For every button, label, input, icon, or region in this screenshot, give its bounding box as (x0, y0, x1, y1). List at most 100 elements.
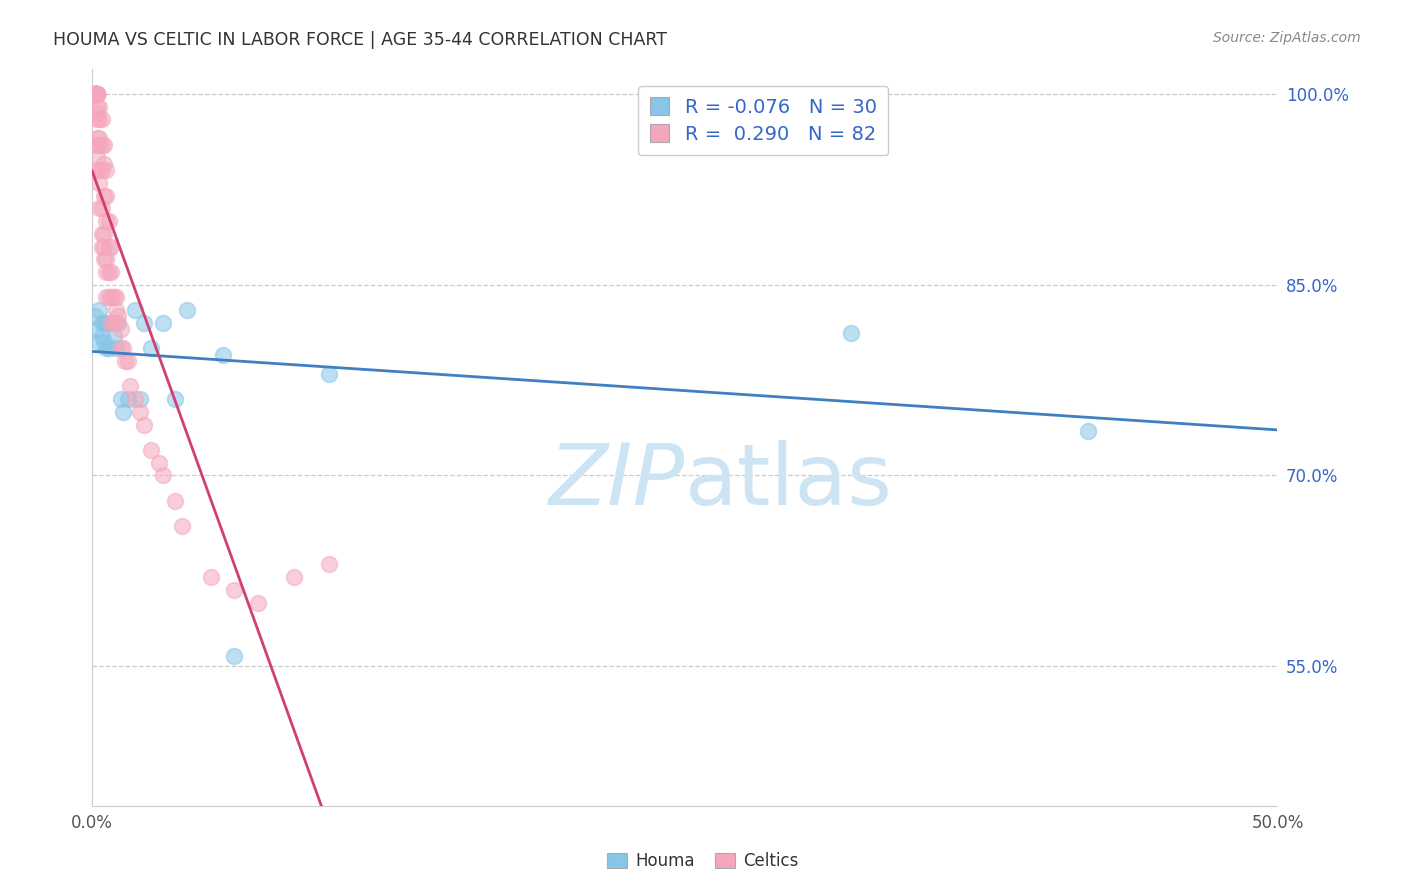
Point (114, 354, 136, 368)
Point (83, 87, 105, 101)
Point (103, 328, 125, 343)
Point (93, 239, 115, 253)
Point (247, 596, 270, 610)
Point (97, 290, 120, 304)
Point (83, 87, 105, 101)
Point (93, 157, 115, 171)
Point (152, 468, 174, 483)
Point (124, 392, 146, 406)
Point (86, 87, 108, 101)
Point (111, 341, 134, 355)
Point (100, 239, 122, 253)
Point (117, 354, 139, 368)
Point (93, 188, 115, 202)
Point (152, 316, 174, 330)
Point (90, 202, 112, 216)
Point (148, 456, 170, 470)
Point (96, 163, 118, 178)
Point (165, 494, 187, 508)
Point (86, 87, 108, 101)
Point (83, 87, 105, 101)
Point (90, 112, 112, 127)
Point (86, 100, 108, 114)
Point (83, 87, 105, 101)
Point (83, 87, 105, 101)
Point (89, 112, 111, 127)
Text: atlas: atlas (685, 440, 893, 523)
Point (97, 341, 120, 355)
Point (86, 151, 108, 165)
Point (90, 239, 112, 253)
Point (86, 322, 108, 336)
Point (89, 131, 111, 145)
Point (107, 310, 129, 324)
Point (86, 87, 108, 101)
Point (86, 87, 108, 101)
Point (1077, 424, 1099, 438)
Point (93, 137, 115, 152)
Point (224, 648, 246, 663)
Point (89, 202, 111, 216)
Point (100, 316, 122, 330)
Point (165, 392, 187, 406)
Point (104, 316, 127, 330)
Point (96, 290, 118, 304)
Text: ZIP: ZIP (548, 440, 685, 523)
Point (96, 316, 118, 330)
Point (93, 227, 115, 241)
Point (83, 310, 105, 324)
Point (839, 326, 862, 340)
Text: Source: ZipAtlas.com: Source: ZipAtlas.com (1213, 31, 1361, 45)
Point (111, 405, 134, 419)
Point (86, 137, 108, 152)
Point (96, 188, 118, 202)
Point (141, 442, 163, 457)
Point (89, 303, 111, 318)
Point (89, 100, 111, 114)
Point (86, 106, 108, 120)
Point (97, 265, 120, 279)
Point (86, 87, 108, 101)
Point (83, 87, 105, 101)
Point (318, 367, 340, 381)
Point (86, 87, 108, 101)
Point (83, 87, 105, 101)
Point (117, 392, 139, 406)
Point (90, 163, 112, 178)
Point (96, 252, 118, 267)
Point (176, 303, 198, 318)
Point (96, 341, 118, 355)
Point (96, 214, 118, 228)
Point (172, 519, 194, 533)
Point (97, 214, 120, 228)
Point (89, 137, 111, 152)
Point (103, 316, 125, 330)
Point (89, 334, 111, 349)
Point (124, 303, 146, 318)
Point (110, 322, 132, 336)
Point (128, 405, 150, 419)
Point (93, 316, 115, 330)
Point (100, 316, 122, 330)
Point (120, 379, 142, 393)
Point (104, 341, 127, 355)
Point (141, 341, 163, 355)
Point (107, 316, 129, 330)
Point (96, 265, 118, 279)
Point (104, 303, 127, 318)
Point (97, 239, 120, 253)
Point (83, 87, 105, 101)
Point (318, 558, 340, 572)
Point (128, 392, 150, 406)
Point (86, 87, 108, 101)
Point (93, 334, 115, 349)
Point (90, 137, 112, 152)
Point (90, 316, 112, 330)
Point (110, 392, 132, 406)
Text: HOUMA VS CELTIC IN LABOR FORCE | AGE 35-44 CORRELATION CHART: HOUMA VS CELTIC IN LABOR FORCE | AGE 35-… (53, 31, 668, 49)
Point (93, 252, 115, 267)
Point (200, 570, 222, 584)
Point (283, 570, 305, 584)
Point (86, 112, 108, 127)
Point (89, 176, 111, 190)
